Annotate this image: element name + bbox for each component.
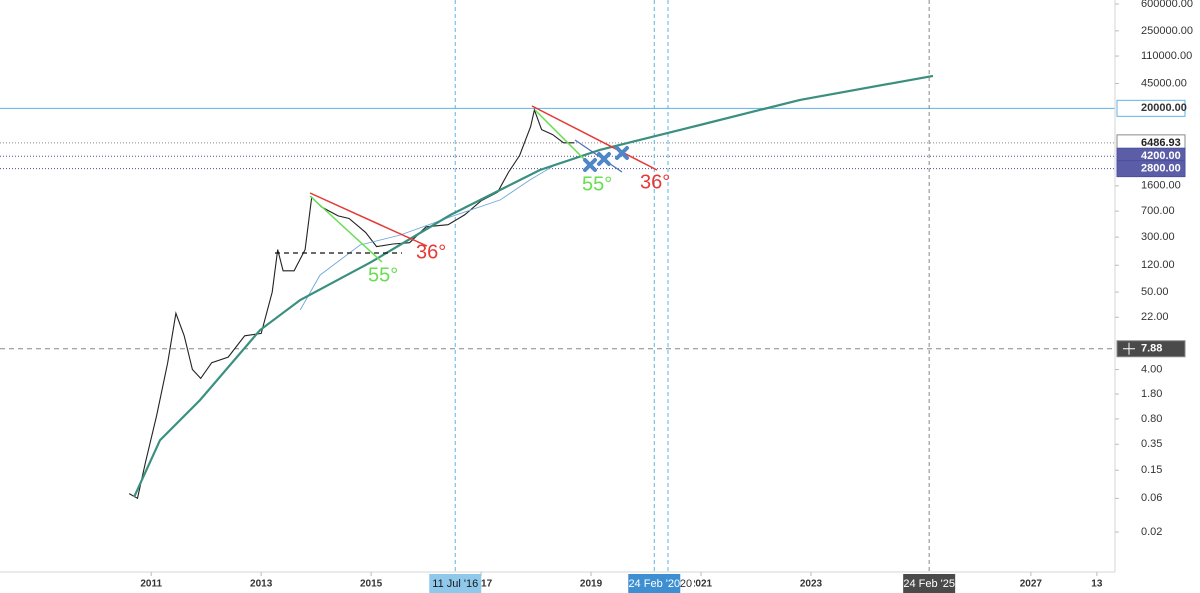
time-badge [678, 574, 695, 593]
price-badge-label: 20000.00 [1141, 102, 1187, 114]
price-badge [1116, 160, 1186, 178]
axis-labels: 600000.00 250000.00 110000.00 45000.00 1600.… [140, 0, 1193, 593]
trend-line [309, 195, 383, 263]
y-tick-label: 700.00 [1141, 205, 1175, 217]
y-tick-label: 0.02 [1141, 526, 1162, 538]
y-tick-label: 300.00 [1141, 231, 1175, 243]
price-badge-label: 2800.00 [1141, 163, 1181, 175]
y-tick-label: 4.00 [1141, 363, 1162, 375]
angle-annotation: 55° [368, 264, 398, 286]
time-badge [628, 574, 681, 593]
x-tick-label: 2021 [690, 579, 713, 590]
trend-line [534, 109, 593, 168]
y-tick-label: 50.00 [1141, 286, 1169, 298]
x-tick-label: 2023 [800, 579, 823, 590]
y-tick-label: 600000.00 [1141, 0, 1193, 10]
y-tick-label: 45000.00 [1141, 77, 1187, 89]
y-tick-label: 22.00 [1141, 311, 1169, 323]
y-tick-label: 0.15 [1141, 464, 1162, 476]
cross [597, 152, 611, 166]
time-badge-label: 24 Feb '20 [628, 578, 680, 590]
angle-annotation: 36° [416, 241, 446, 263]
price-badge-label: 6486.93 [1141, 137, 1181, 149]
x-tick-label: 2027 [1020, 579, 1043, 590]
y-tick-label: 0.35 [1141, 438, 1162, 450]
time-badge [429, 574, 482, 593]
cross [615, 146, 629, 160]
time-badge-label: 24 Feb '25 [903, 578, 955, 590]
angle-annotation: 55° [582, 173, 612, 195]
y-tick-label: 1.80 [1141, 388, 1162, 400]
y-tick-label: 120.00 [1141, 259, 1175, 271]
trend-line [309, 192, 428, 247]
x-tick-label: 2011 [140, 579, 162, 590]
time-badge-label: 20 [680, 578, 692, 590]
y-tick-label: 0.06 [1141, 492, 1162, 504]
x-tick-label: 2017 [470, 579, 493, 590]
x-tick-label: 13 [1091, 579, 1103, 590]
y-tick-label: 250000.00 [1141, 25, 1193, 37]
x-tick-label: 2019 [580, 579, 603, 590]
crosshair-icon [1123, 342, 1135, 355]
y-tick-label: 110000.00 [1141, 50, 1192, 62]
cross-markers [583, 146, 629, 172]
series-line [299, 156, 581, 311]
trend-line [531, 105, 658, 171]
price-badge-label: 7.88 [1141, 343, 1162, 355]
y-tick-label: 0.80 [1141, 413, 1162, 425]
y-tick-label: 1600.00 [1141, 180, 1181, 192]
price-badge-label: 4200.00 [1141, 150, 1181, 162]
x-tick-label: 2013 [250, 579, 273, 590]
angle-annotation: 36° [640, 171, 670, 193]
time-badge-label: 11 Jul '16 [432, 578, 478, 590]
cross [583, 158, 597, 172]
price-badge [1116, 99, 1186, 117]
x-tick-label: 2015 [360, 579, 383, 590]
price-badge [1116, 340, 1186, 358]
time-badge [903, 574, 956, 593]
